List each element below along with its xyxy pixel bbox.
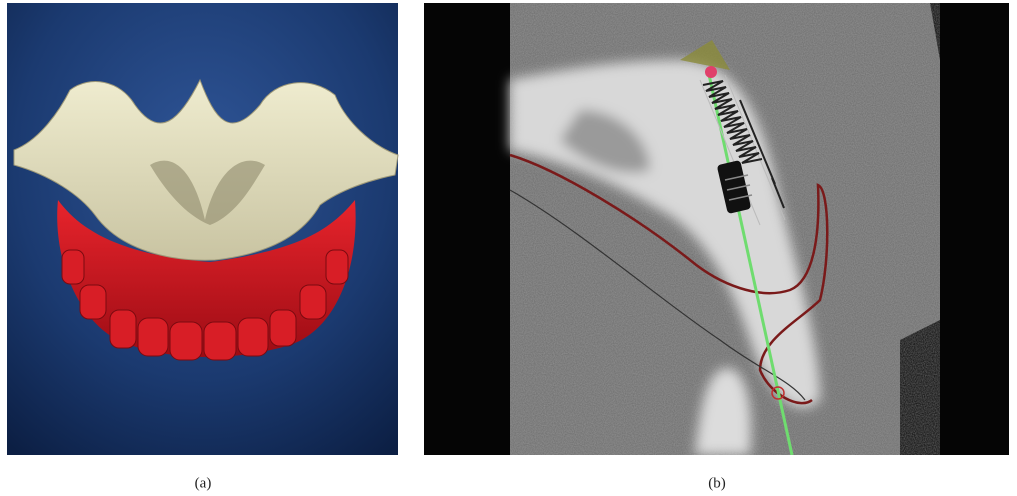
caption: (b) [708, 475, 726, 491]
maxilla-bone [13, 78, 399, 261]
teeth [61, 249, 349, 361]
panel-b [424, 3, 1009, 455]
panel-a [7, 3, 399, 455]
nerve-outline [509, 153, 829, 405]
implant-abutment [717, 160, 751, 214]
caption: (a) [195, 475, 212, 491]
entry-point [705, 66, 717, 78]
abutment-rings [724, 174, 753, 201]
apex-marker [771, 386, 785, 400]
guide-cone [680, 40, 730, 70]
implant-thread [699, 74, 786, 226]
palate-shadow [150, 160, 265, 225]
contour [509, 189, 806, 401]
